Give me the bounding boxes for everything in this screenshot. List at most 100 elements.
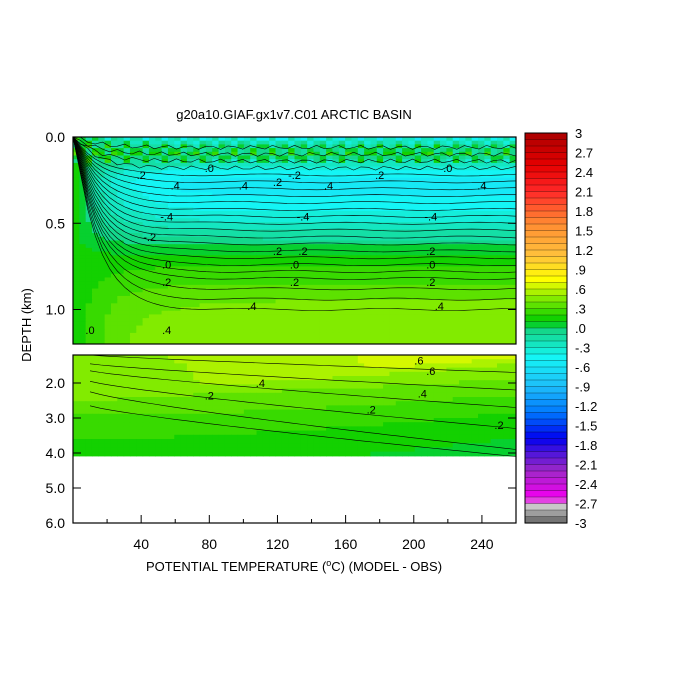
contour-cell [237, 397, 245, 402]
contour-cell [459, 295, 466, 301]
contour-cell [186, 266, 194, 271]
contour-cell [269, 181, 277, 186]
contour-cell [326, 233, 334, 238]
contour-line [73, 137, 516, 191]
contour-cell [281, 155, 289, 160]
contour-cell [186, 359, 194, 364]
contour-cell [484, 203, 492, 208]
contour-cell [212, 218, 220, 223]
contour-cell [421, 288, 428, 293]
contour-cell [446, 325, 454, 330]
contour-cell [440, 401, 447, 406]
contour-cell [376, 255, 384, 260]
contour-cell [484, 185, 492, 190]
contour-cell [300, 166, 308, 171]
contour-cell [370, 405, 378, 411]
contour-cell [180, 214, 188, 219]
contour-cell [395, 409, 403, 415]
contour-cell [98, 148, 106, 153]
contour-cell [79, 270, 87, 275]
contour-cell [490, 295, 498, 301]
contour-cell [465, 371, 473, 377]
contour-cell [218, 281, 226, 286]
contour-cell [104, 203, 112, 208]
contour-cell [180, 397, 188, 402]
contour-cell [205, 159, 213, 164]
contour-cell [161, 277, 169, 282]
contour-cell [224, 332, 232, 338]
contour-cell [123, 307, 131, 312]
contour-cell [269, 273, 277, 279]
contour-cell [395, 166, 403, 171]
contour-cell [288, 162, 296, 168]
contour-cell [110, 270, 118, 275]
contour-cell [129, 281, 137, 286]
contour-cell [414, 409, 422, 415]
contour-cell [433, 236, 441, 242]
contour-cell [319, 251, 327, 256]
contour-cell [269, 162, 277, 168]
contour-cell [408, 277, 416, 282]
contour-cell [231, 314, 239, 319]
contour-cell [497, 266, 504, 271]
contour-cell [294, 392, 302, 398]
contour-cell [446, 203, 454, 208]
contour-cell [383, 166, 391, 171]
contour-cell [319, 199, 327, 205]
contour-cell [326, 162, 334, 168]
contour-cell [167, 244, 175, 249]
contour-cell [231, 367, 239, 373]
contour-cell [155, 137, 163, 142]
contour-cell [294, 218, 302, 223]
contour-cell [243, 225, 251, 231]
contour-cell [174, 281, 182, 286]
contour-cell [193, 210, 201, 216]
contour-cell [490, 137, 498, 142]
contour-cell [281, 299, 289, 304]
contour-cell [326, 151, 334, 157]
contour-cell [180, 303, 188, 308]
contour-cell [484, 233, 492, 238]
contour-cell [98, 325, 106, 330]
contour-cell [326, 258, 334, 264]
contour-cell [459, 196, 466, 201]
contour-cell [167, 236, 175, 242]
contour-cell [503, 203, 511, 208]
contour-cell [148, 148, 156, 153]
contour-cell [345, 188, 353, 194]
contour-cell [345, 397, 353, 402]
contour-cell [408, 185, 416, 190]
contour-cell [231, 329, 239, 334]
contour-cell [237, 251, 245, 256]
contour-cell [459, 318, 466, 323]
contour-cell [205, 281, 213, 286]
contour-cell [452, 314, 460, 319]
contour-cell [370, 155, 378, 160]
contour-cell [193, 137, 201, 142]
contour-cell [224, 307, 232, 312]
contour-cell [281, 247, 289, 253]
contour-cell [288, 380, 296, 385]
contour-cell [440, 207, 447, 212]
contour-cell [446, 310, 454, 316]
contour-cell [446, 166, 454, 171]
contour-cell [275, 388, 283, 394]
contour-cell [73, 258, 80, 264]
contour-cell [212, 367, 220, 373]
contour-cell [288, 225, 296, 231]
contour-cell [452, 281, 460, 286]
contour-cell [148, 392, 156, 398]
contour-cell [243, 229, 251, 234]
contour-cell [123, 222, 131, 227]
contour-cell [376, 363, 384, 369]
contour-cell [427, 299, 435, 304]
contour-cell [199, 170, 207, 175]
contour-cell [389, 255, 397, 260]
contour-cell [364, 262, 372, 267]
contour-cell [212, 380, 220, 385]
contour-cell [433, 255, 441, 260]
contour-cell [155, 222, 163, 227]
contour-cell [155, 159, 163, 164]
contour-cell [427, 258, 435, 264]
contour-cell [288, 196, 296, 201]
